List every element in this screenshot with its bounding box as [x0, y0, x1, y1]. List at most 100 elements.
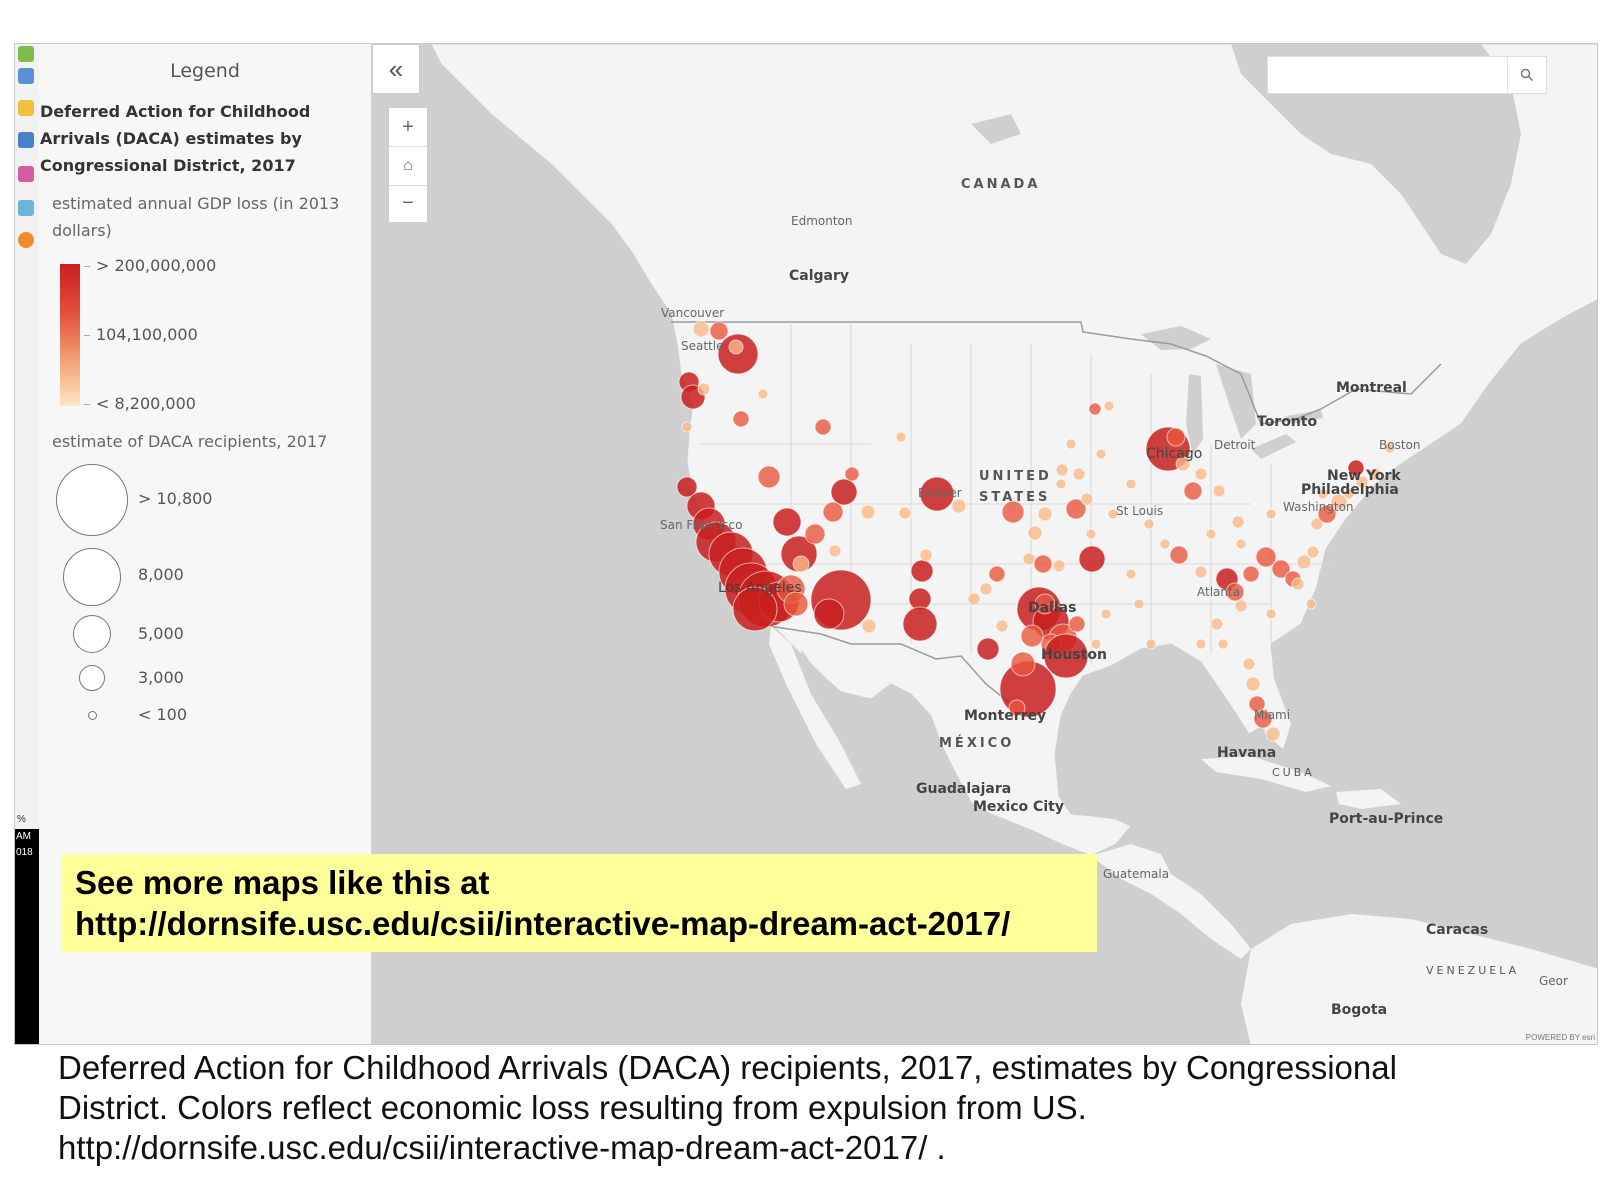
- home-button[interactable]: ⌂: [389, 146, 427, 186]
- daca-district-symbol[interactable]: [732, 586, 778, 632]
- daca-district-symbol[interactable]: [1037, 506, 1053, 522]
- daca-district-symbol[interactable]: [1347, 459, 1365, 477]
- daca-district-symbol[interactable]: [772, 507, 802, 537]
- table-tool-icon[interactable]: [18, 132, 34, 148]
- daca-district-symbol[interactable]: [1231, 515, 1245, 529]
- daca-district-symbol[interactable]: [728, 339, 744, 355]
- daca-district-symbol[interactable]: [1343, 488, 1355, 500]
- daca-district-symbol[interactable]: [860, 504, 876, 520]
- daca-district-symbol[interactable]: [902, 606, 938, 642]
- daca-district-symbol[interactable]: [1310, 517, 1324, 531]
- folder-tool-icon[interactable]: [18, 100, 34, 116]
- daca-district-symbol[interactable]: [1169, 545, 1189, 565]
- daca-district-symbol[interactable]: [1166, 427, 1186, 447]
- chart-tool-icon[interactable]: [18, 68, 34, 84]
- daca-district-symbol[interactable]: [1027, 525, 1043, 541]
- search-input[interactable]: [1272, 61, 1506, 89]
- daca-district-symbol[interactable]: [1055, 478, 1067, 490]
- daca-district-symbol[interactable]: [1034, 593, 1056, 615]
- daca-district-symbol[interactable]: [676, 476, 698, 498]
- daca-district-symbol[interactable]: [1088, 402, 1102, 416]
- daca-district-symbol[interactable]: [813, 598, 845, 630]
- daca-district-symbol[interactable]: [861, 618, 877, 634]
- daca-district-symbol[interactable]: [822, 501, 844, 523]
- daca-district-symbol[interactable]: [697, 382, 711, 396]
- daca-district-symbol[interactable]: [1133, 598, 1145, 610]
- banner-url[interactable]: http://dornsife.usc.edu/csii/interactive…: [75, 905, 1011, 942]
- daca-district-symbol[interactable]: [1145, 638, 1157, 650]
- daca-district-symbol[interactable]: [1033, 554, 1053, 574]
- daca-district-symbol[interactable]: [1125, 568, 1137, 580]
- daca-district-symbol[interactable]: [844, 466, 860, 482]
- daca-district-symbol[interactable]: [732, 410, 750, 428]
- daca-district-symbol[interactable]: [757, 465, 781, 489]
- daca-district-symbol[interactable]: [1271, 559, 1291, 579]
- daca-district-symbol[interactable]: [976, 637, 1000, 661]
- daca-district-symbol[interactable]: [1090, 638, 1102, 650]
- zoom-out-button[interactable]: −: [389, 184, 427, 222]
- daca-district-symbol[interactable]: [1008, 699, 1026, 717]
- daca-district-symbol[interactable]: [1291, 577, 1305, 591]
- daca-district-symbol[interactable]: [1001, 500, 1025, 524]
- daca-district-symbol[interactable]: [1265, 608, 1277, 620]
- daca-district-symbol[interactable]: [1255, 546, 1277, 568]
- daca-district-symbol[interactable]: [1210, 617, 1224, 631]
- daca-district-symbol[interactable]: [1225, 582, 1245, 602]
- daca-district-symbol[interactable]: [979, 582, 993, 596]
- daca-district-symbol[interactable]: [919, 476, 955, 512]
- daca-district-symbol[interactable]: [1100, 608, 1112, 620]
- daca-district-symbol[interactable]: [1212, 484, 1226, 498]
- daca-district-symbol[interactable]: [804, 523, 826, 545]
- daca-district-symbol[interactable]: [1265, 726, 1281, 742]
- daca-district-symbol[interactable]: [898, 506, 912, 520]
- daca-district-symbol[interactable]: [995, 619, 1009, 633]
- daca-district-symbol[interactable]: [828, 544, 842, 558]
- daca-district-symbol[interactable]: [1065, 498, 1087, 520]
- daca-district-symbol[interactable]: [1159, 538, 1171, 550]
- daca-district-symbol[interactable]: [709, 321, 729, 341]
- daca-district-symbol[interactable]: [1080, 492, 1094, 506]
- esri-attribution[interactable]: POWERED BY esri: [1525, 1033, 1595, 1042]
- daca-district-symbol[interactable]: [1143, 518, 1155, 530]
- daca-district-symbol[interactable]: [692, 320, 710, 338]
- daca-district-symbol[interactable]: [1330, 493, 1348, 511]
- daca-district-symbol[interactable]: [1043, 633, 1089, 679]
- daca-district-symbol[interactable]: [1242, 565, 1260, 583]
- daca-district-symbol[interactable]: [1242, 657, 1256, 671]
- daca-district-symbol[interactable]: [1217, 638, 1229, 650]
- collapse-legend-button[interactable]: «: [372, 44, 420, 94]
- daca-district-symbol[interactable]: [1068, 615, 1086, 633]
- caption-url[interactable]: http://dornsife.usc.edu/csii/interactive…: [58, 1129, 946, 1166]
- daca-district-symbol[interactable]: [1194, 467, 1208, 481]
- daca-district-symbol[interactable]: [1305, 598, 1317, 610]
- zoom-in-button[interactable]: +: [389, 108, 427, 146]
- daca-district-symbol[interactable]: [830, 478, 858, 506]
- daca-district-symbol[interactable]: [1205, 528, 1217, 540]
- paint-tool-icon[interactable]: [18, 166, 34, 182]
- daca-district-symbol[interactable]: [1052, 559, 1066, 573]
- daca-district-symbol[interactable]: [757, 388, 769, 400]
- daca-district-symbol[interactable]: [1317, 504, 1337, 524]
- daca-district-symbol[interactable]: [1245, 676, 1261, 692]
- daca-district-symbol[interactable]: [1078, 545, 1106, 573]
- daca-district-symbol[interactable]: [783, 591, 809, 617]
- daca-district-symbol[interactable]: [988, 565, 1006, 583]
- daca-district-symbol[interactable]: [1194, 565, 1208, 579]
- daca-district-symbol[interactable]: [1065, 438, 1077, 450]
- daca-district-symbol[interactable]: [1010, 651, 1036, 677]
- daca-district-symbol[interactable]: [895, 431, 907, 443]
- app-tool-icon[interactable]: [18, 46, 34, 62]
- daca-district-symbol[interactable]: [1265, 508, 1277, 520]
- daca-district-symbol[interactable]: [967, 592, 981, 606]
- daca-district-symbol[interactable]: [681, 421, 693, 433]
- daca-district-symbol[interactable]: [1183, 481, 1203, 501]
- daca-district-symbol[interactable]: [951, 498, 967, 514]
- daca-district-symbol[interactable]: [1020, 624, 1044, 648]
- daca-district-symbol[interactable]: [1125, 478, 1137, 490]
- compass-tool-icon[interactable]: [18, 232, 34, 248]
- daca-district-symbol[interactable]: [1384, 442, 1396, 454]
- daca-district-symbol[interactable]: [1055, 463, 1069, 477]
- search-button[interactable]: [1507, 57, 1546, 93]
- daca-district-symbol[interactable]: [1355, 475, 1369, 489]
- daca-district-symbol[interactable]: [1195, 638, 1207, 650]
